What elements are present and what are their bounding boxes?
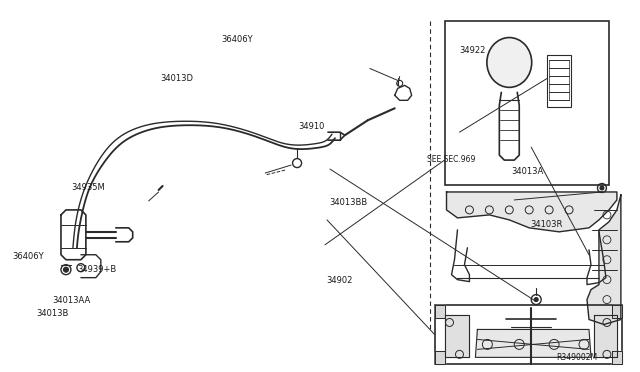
Bar bbox=[547, 55, 571, 107]
Text: 34939+B: 34939+B bbox=[77, 265, 117, 274]
Text: 34935M: 34935M bbox=[71, 183, 105, 192]
Polygon shape bbox=[587, 195, 621, 324]
Text: 34013A: 34013A bbox=[511, 167, 543, 176]
Text: 34910: 34910 bbox=[299, 122, 325, 131]
Circle shape bbox=[534, 298, 538, 302]
Text: 34103R: 34103R bbox=[531, 221, 563, 230]
Polygon shape bbox=[594, 314, 617, 357]
Polygon shape bbox=[612, 305, 622, 318]
Text: SEE SEC.969: SEE SEC.969 bbox=[427, 155, 476, 164]
Text: R349002M: R349002M bbox=[556, 353, 597, 362]
Bar bbox=[445, 20, 609, 185]
Ellipse shape bbox=[487, 38, 532, 87]
Text: 36406Y: 36406Y bbox=[221, 35, 253, 44]
Circle shape bbox=[63, 267, 68, 272]
Text: 34013BB: 34013BB bbox=[330, 198, 368, 207]
Circle shape bbox=[600, 186, 604, 190]
Polygon shape bbox=[435, 305, 445, 318]
Text: 34922: 34922 bbox=[459, 46, 485, 55]
Text: 34902: 34902 bbox=[326, 276, 353, 285]
Polygon shape bbox=[435, 352, 445, 364]
Text: 34013D: 34013D bbox=[161, 74, 193, 83]
Polygon shape bbox=[612, 352, 622, 364]
Text: 36406Y: 36406Y bbox=[13, 252, 44, 261]
Polygon shape bbox=[447, 192, 617, 232]
Text: 34013AA: 34013AA bbox=[52, 296, 90, 305]
Polygon shape bbox=[445, 314, 469, 357]
Text: 34013B: 34013B bbox=[36, 310, 68, 318]
Polygon shape bbox=[476, 330, 591, 357]
Bar bbox=[435, 305, 622, 364]
